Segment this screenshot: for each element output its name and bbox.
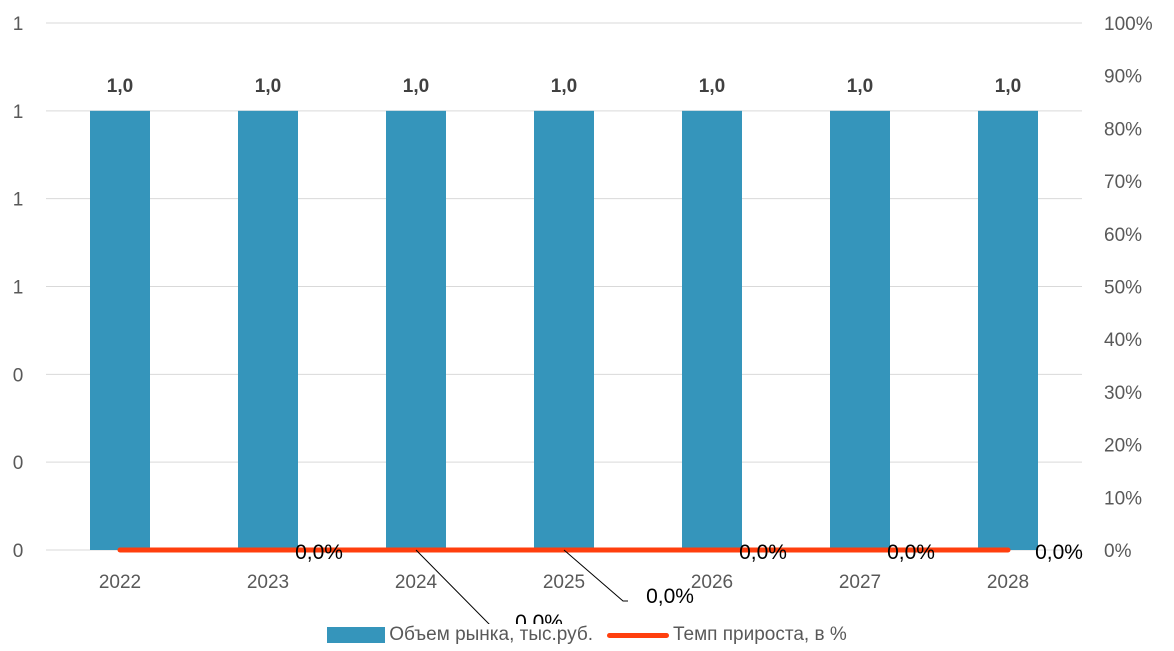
left-axis-tick-label: 1 — [13, 14, 24, 35]
x-axis-tick-label: 2027 — [839, 572, 881, 593]
chart-legend: Объем рынка, тыс.руб. Темп прироста, в % — [0, 624, 1174, 646]
right-axis-tick-label: 80% — [1104, 119, 1142, 140]
legend-line-label: Темп прироста, в % — [673, 624, 847, 645]
right-axis-tick-label: 10% — [1104, 488, 1142, 509]
bar-data-label: 1,0 — [847, 76, 873, 97]
bar-data-label: 1,0 — [995, 76, 1021, 97]
right-axis-tick-label: 100% — [1104, 14, 1153, 35]
left-axis-tick-label: 1 — [13, 102, 24, 123]
leader-line — [563, 549, 628, 602]
bar-data-label: 1,0 — [255, 76, 281, 97]
x-axis-tick-label: 2024 — [395, 572, 438, 593]
bar — [830, 110, 890, 550]
leader-line — [415, 549, 490, 624]
x-axis-tick-label: 2026 — [691, 572, 733, 593]
bar-data-label: 1,0 — [551, 76, 577, 97]
bar — [238, 110, 298, 550]
bar-data-label: 1,0 — [699, 76, 725, 97]
x-axis-tick-label: 2023 — [247, 572, 289, 593]
legend-item-bar: Объем рынка, тыс.руб. — [327, 624, 593, 646]
growth-data-label: 0,0% — [887, 541, 935, 564]
left-axis-tick-label: 1 — [13, 278, 24, 299]
right-axis-tick-label: 70% — [1104, 172, 1142, 193]
growth-data-label: 0,0% — [739, 541, 787, 564]
right-axis-tick-label: 30% — [1104, 383, 1142, 404]
growth-data-label: 0,0% — [646, 585, 694, 608]
right-axis-tick-label: 20% — [1104, 436, 1142, 457]
right-axis-tick-label: 0% — [1104, 541, 1132, 562]
right-axis-tick-label: 50% — [1104, 278, 1142, 299]
combo-chart: 00011110%10%20%30%40%50%60%70%80%90%100%… — [13, 14, 1153, 624]
legend-bar-swatch — [327, 627, 386, 643]
bar — [90, 110, 150, 550]
growth-data-label: 0,0% — [515, 611, 563, 624]
bar — [978, 110, 1038, 550]
right-axis-tick-label: 40% — [1104, 330, 1142, 351]
bar-data-label: 1,0 — [403, 76, 429, 97]
growth-data-label: 0,0% — [295, 541, 343, 564]
growth-data-label: 0,0% — [1035, 541, 1083, 564]
bar — [534, 110, 594, 550]
left-axis-tick-label: 0 — [13, 453, 24, 474]
left-axis-tick-label: 0 — [13, 541, 24, 562]
legend-item-line: Темп прироста, в % — [607, 624, 847, 646]
right-axis-tick-label: 90% — [1104, 67, 1142, 88]
left-axis-tick-label: 0 — [13, 365, 24, 386]
right-axis-tick-label: 60% — [1104, 225, 1142, 246]
bar-data-label: 1,0 — [107, 76, 133, 97]
legend-line-swatch — [607, 632, 670, 638]
legend-bar-label: Объем рынка, тыс.руб. — [389, 624, 594, 645]
x-axis-tick-label: 2028 — [987, 572, 1029, 593]
bar — [386, 110, 446, 550]
x-axis-tick-label: 2025 — [543, 572, 585, 593]
bar — [682, 110, 742, 550]
x-axis-tick-label: 2022 — [99, 572, 141, 593]
left-axis-tick-label: 1 — [13, 190, 24, 211]
